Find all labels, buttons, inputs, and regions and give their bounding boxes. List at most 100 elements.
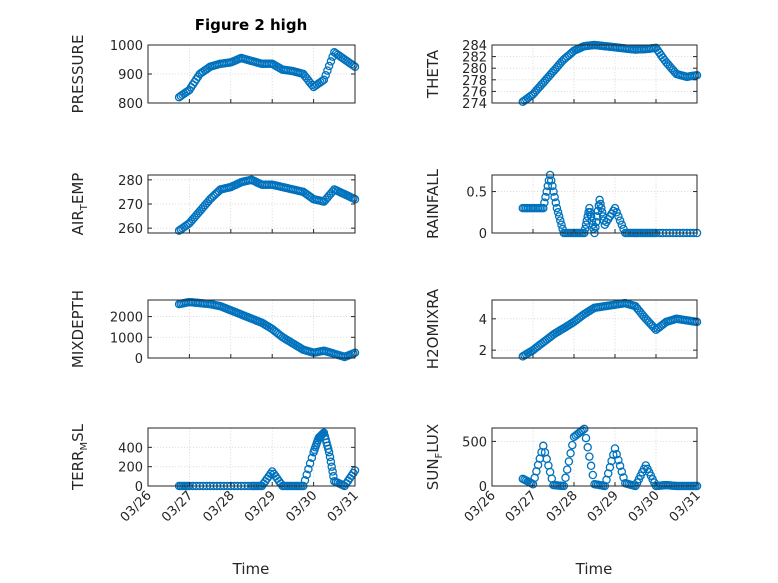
y-tick-label: 0 bbox=[135, 352, 143, 367]
data-point bbox=[551, 198, 561, 207]
axes-box bbox=[491, 299, 698, 359]
data-point bbox=[323, 66, 332, 75]
y-tick-label: 500 bbox=[462, 435, 487, 450]
data-point bbox=[553, 208, 563, 217]
data-point bbox=[612, 208, 621, 217]
y-tick-label: 284 bbox=[462, 39, 487, 54]
data-point bbox=[597, 208, 607, 217]
y-tick-label: 282 bbox=[462, 51, 487, 66]
y-tick-label: 260 bbox=[118, 222, 143, 237]
axes-box bbox=[491, 44, 698, 104]
y-tick-label: 0 bbox=[135, 480, 143, 495]
y-axis-label: H2OMIXRA bbox=[424, 288, 442, 369]
data-point bbox=[610, 444, 620, 453]
data-point bbox=[324, 444, 333, 454]
data-point bbox=[541, 192, 550, 202]
data-point bbox=[619, 473, 628, 482]
x-axis-label-right: Time bbox=[575, 560, 613, 578]
x-tick-label: 03/27 bbox=[503, 488, 540, 525]
y-tick-label: 278 bbox=[462, 74, 487, 89]
data-point bbox=[586, 461, 596, 471]
x-axis-label-left: Time bbox=[232, 560, 270, 578]
data-point bbox=[539, 203, 548, 213]
data-point bbox=[319, 75, 329, 85]
y-axis-label: AIRTEMP bbox=[69, 173, 90, 236]
y-axis-label: MIXDEPTH bbox=[69, 290, 87, 368]
y-tick-label: 900 bbox=[118, 68, 143, 83]
data-point bbox=[548, 181, 557, 191]
data-point bbox=[266, 469, 275, 479]
x-tick-label: 03/28 bbox=[544, 488, 581, 525]
data-point bbox=[300, 476, 310, 485]
x-tick-label: 03/28 bbox=[201, 488, 238, 525]
axes-box bbox=[147, 299, 356, 359]
y-tick-label: 400 bbox=[118, 441, 143, 456]
data-point bbox=[586, 212, 596, 221]
x-tick-label: 03/30 bbox=[626, 488, 663, 525]
data-point bbox=[585, 208, 595, 217]
y-tick-label: 280 bbox=[462, 62, 487, 77]
y-tick-label: 1000 bbox=[110, 331, 143, 346]
data-point bbox=[615, 461, 625, 471]
data-point bbox=[615, 216, 625, 225]
data-point bbox=[328, 467, 337, 476]
data-point bbox=[591, 223, 600, 232]
data-point bbox=[581, 433, 591, 443]
data-point bbox=[594, 201, 604, 210]
data-point bbox=[617, 467, 627, 476]
data-point bbox=[592, 212, 602, 221]
data-point bbox=[562, 465, 572, 474]
data-point bbox=[610, 203, 620, 213]
data-point bbox=[580, 424, 589, 434]
y-tick-label: 2000 bbox=[110, 311, 143, 326]
y-tick-label: 276 bbox=[462, 85, 487, 100]
y-tick-label: 0 bbox=[479, 480, 487, 495]
data-point bbox=[585, 452, 594, 461]
x-tick-label: 03/31 bbox=[325, 488, 362, 525]
data-point bbox=[549, 187, 558, 196]
data-point bbox=[583, 443, 592, 452]
data-point bbox=[305, 459, 315, 468]
y-tick-label: 4 bbox=[479, 313, 487, 328]
y-tick-label: 2 bbox=[479, 344, 487, 359]
data-point bbox=[564, 457, 574, 466]
data-point bbox=[550, 192, 559, 202]
data-point bbox=[561, 473, 570, 483]
data-point bbox=[349, 61, 358, 70]
data-point bbox=[568, 440, 577, 450]
subplot-mixdepth: 0 1000 2000 MIXDEPTH bbox=[69, 290, 360, 368]
data-point bbox=[325, 452, 335, 462]
y-tick-label: 280 bbox=[118, 174, 143, 189]
data-point bbox=[614, 455, 623, 465]
data-point bbox=[582, 216, 592, 225]
y-tick-label: 800 bbox=[118, 97, 143, 112]
data-point bbox=[324, 61, 334, 71]
y-tick-label: 274 bbox=[462, 97, 487, 112]
subplot-rainfall: 0 0.5 RAINFALL bbox=[424, 168, 702, 242]
x-tick-label: 03/29 bbox=[242, 488, 279, 525]
data-point bbox=[585, 203, 594, 213]
y-tick-label: 1000 bbox=[110, 39, 143, 54]
y-tick-label: 0.5 bbox=[466, 186, 487, 201]
data-point bbox=[324, 447, 334, 457]
axes-box bbox=[147, 427, 356, 487]
y-axis-label: THETA bbox=[424, 49, 442, 99]
figure-title: Figure 2 high bbox=[195, 16, 308, 34]
data-point bbox=[597, 203, 606, 213]
data-point bbox=[596, 199, 605, 209]
x-tick-label: 03/27 bbox=[159, 488, 196, 525]
data-point bbox=[595, 195, 604, 205]
data-point bbox=[566, 449, 575, 458]
data-point bbox=[588, 470, 598, 480]
data-point bbox=[587, 216, 597, 225]
data-point bbox=[304, 464, 313, 474]
data-point bbox=[617, 220, 627, 229]
y-axis-label: SUNFLUX bbox=[424, 424, 445, 490]
data-point bbox=[614, 212, 623, 221]
y-tick-label: 270 bbox=[118, 198, 143, 213]
